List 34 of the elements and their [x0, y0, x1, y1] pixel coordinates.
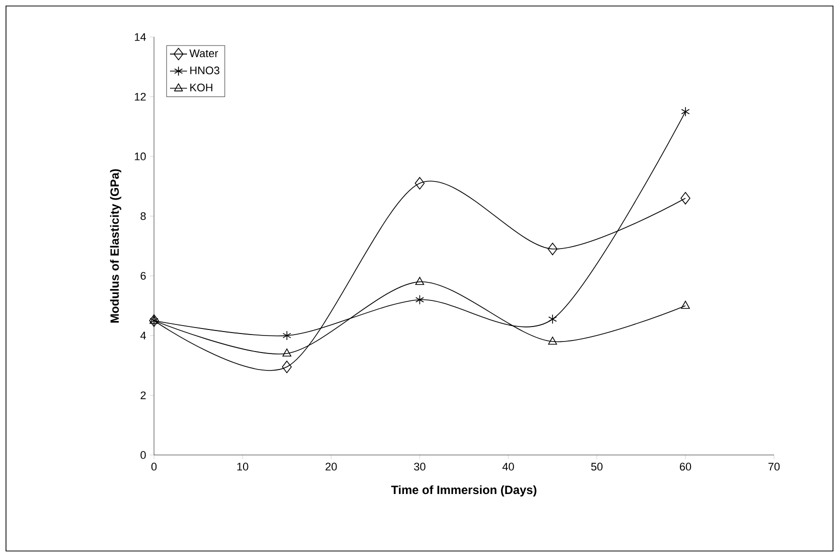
- y-tick-label: 10: [134, 152, 146, 160]
- legend-label: Water: [189, 50, 218, 58]
- y-tick-label: 12: [134, 92, 146, 101]
- legend-label: HNO3: [190, 66, 220, 74]
- point: [680, 192, 690, 204]
- x-tick-label: 10: [237, 462, 248, 471]
- y-tick-label: 14: [134, 33, 146, 41]
- x-axis-title: Time of Immersion (Days): [391, 485, 536, 496]
- y-tick-label: 0: [140, 451, 146, 459]
- x-tick-label: 0: [151, 462, 157, 471]
- point: [150, 316, 158, 324]
- point: [282, 360, 292, 374]
- point: [414, 177, 425, 190]
- x-tick-label: 50: [591, 462, 603, 471]
- x-tick-label: 60: [680, 462, 692, 471]
- y-tick-label: 8: [140, 212, 146, 220]
- point: [548, 314, 557, 324]
- x-tick-label: 40: [502, 462, 514, 471]
- x-tick-label: 70: [768, 462, 780, 471]
- legend-label: KOH: [190, 84, 212, 92]
- y-tick-label: 4: [140, 332, 146, 340]
- x-tick-label: 30: [414, 462, 426, 471]
- y-axis-title: Modulus of Elasticity (GPa): [110, 169, 122, 323]
- x-tick-label: 20: [326, 462, 337, 471]
- point: [415, 294, 424, 305]
- y-tick-label: 6: [140, 272, 146, 280]
- point: [680, 300, 690, 309]
- point: [548, 242, 558, 256]
- point: [681, 106, 690, 117]
- point: [415, 276, 424, 285]
- point: [282, 348, 292, 357]
- point: [548, 336, 558, 345]
- y-tick-label: 2: [140, 391, 146, 400]
- point: [282, 330, 292, 340]
